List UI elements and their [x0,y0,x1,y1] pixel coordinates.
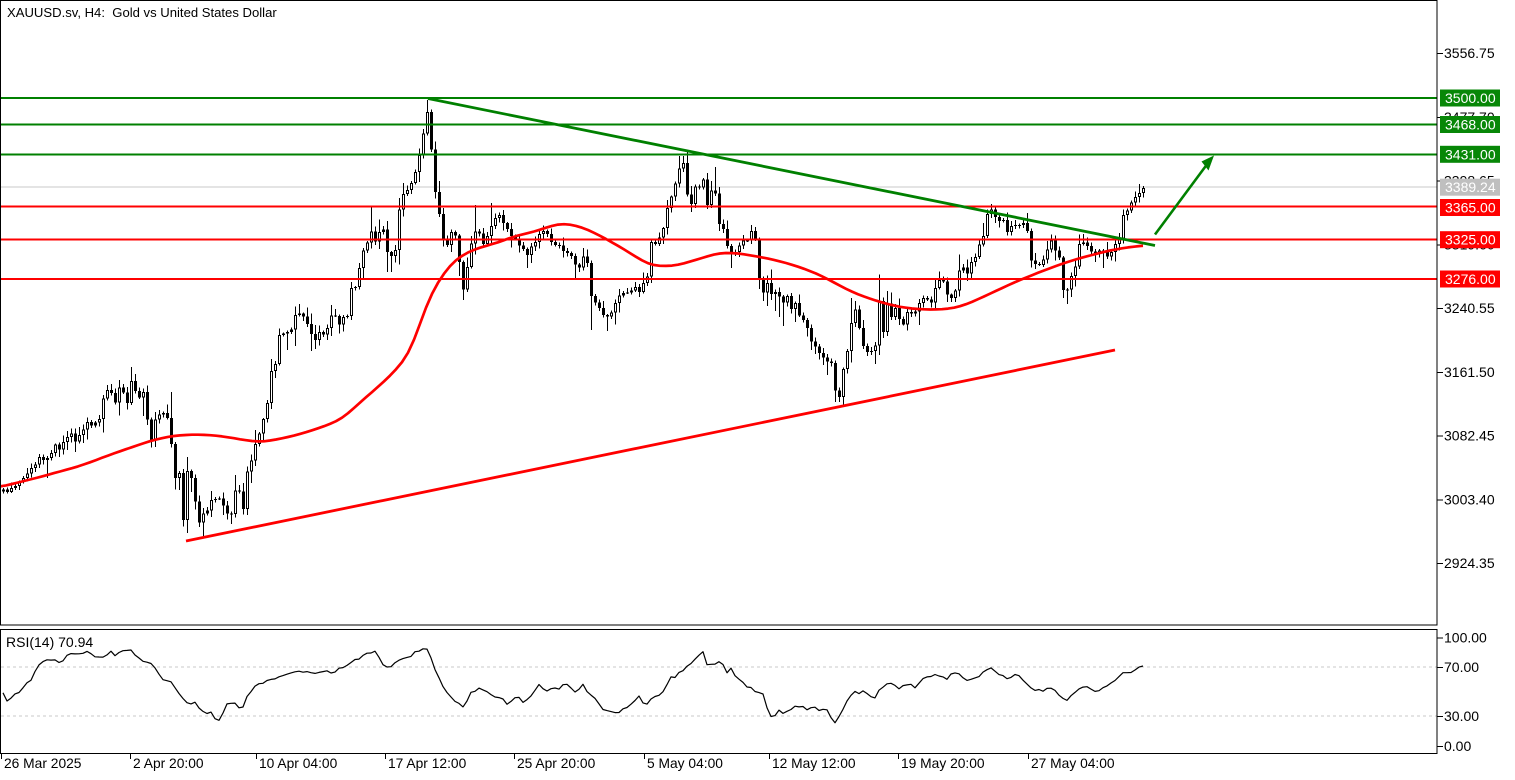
svg-text:3240.55: 3240.55 [1444,300,1495,316]
svg-text:26 Mar 2025: 26 Mar 2025 [4,756,82,771]
svg-text:3161.50: 3161.50 [1444,364,1495,380]
svg-text:10 Apr 04:00: 10 Apr 04:00 [259,756,338,771]
svg-text:100.00: 100.00 [1444,630,1487,646]
svg-text:3003.40: 3003.40 [1444,491,1495,507]
svg-text:3500.00: 3500.00 [1445,90,1496,106]
svg-text:3468.00: 3468.00 [1445,117,1496,133]
svg-text:3365.00: 3365.00 [1445,200,1496,216]
svg-text:3325.00: 3325.00 [1445,232,1496,248]
svg-text:2924.35: 2924.35 [1444,555,1495,571]
svg-text:17 Apr 12:00: 17 Apr 12:00 [388,756,467,771]
svg-text:RSI(14) 70.94: RSI(14) 70.94 [6,634,93,650]
svg-text:27 May 04:00: 27 May 04:00 [1031,756,1115,771]
svg-text:70.00: 70.00 [1444,659,1479,675]
svg-text:30.00: 30.00 [1444,708,1479,724]
svg-text:3082.45: 3082.45 [1444,428,1495,444]
svg-text:3431.00: 3431.00 [1445,146,1496,162]
svg-text:3389.24: 3389.24 [1445,179,1496,195]
svg-text:5 May 04:00: 5 May 04:00 [647,756,723,771]
svg-text:XAUUSD.sv, H4: Gold vs United: XAUUSD.sv, H4: Gold vs United States Dol… [7,5,277,20]
svg-text:25 Apr 20:00: 25 Apr 20:00 [517,756,596,771]
svg-text:3276.00: 3276.00 [1445,271,1496,287]
svg-text:0.00: 0.00 [1444,738,1471,754]
svg-text:12 May 12:00: 12 May 12:00 [772,756,856,771]
svg-text:19 May 20:00: 19 May 20:00 [901,756,985,771]
svg-text:3556.75: 3556.75 [1444,45,1495,61]
svg-text:2 Apr 20:00: 2 Apr 20:00 [133,756,204,771]
